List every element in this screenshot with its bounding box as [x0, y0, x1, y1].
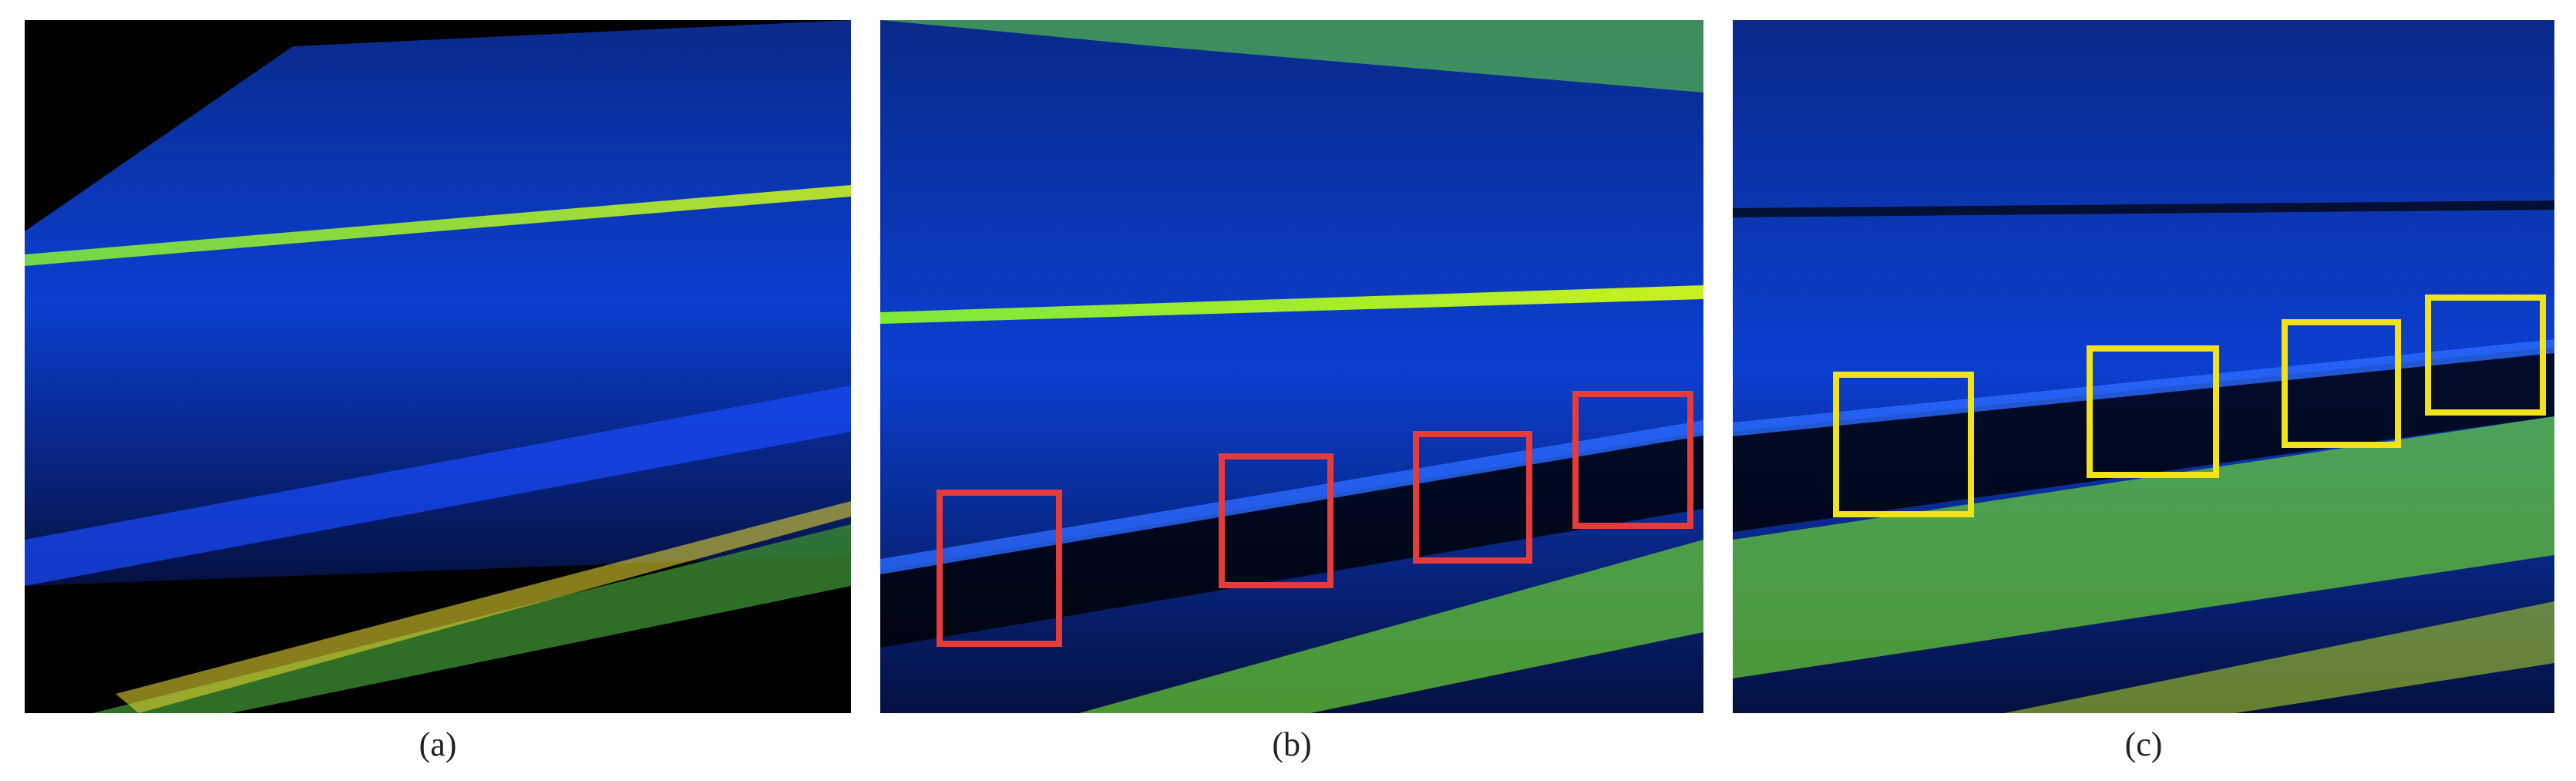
panel-label: (a): [419, 725, 457, 763]
panel-label: (b): [1272, 725, 1311, 763]
panel-c: [1733, 20, 2554, 713]
panel-b: [880, 20, 1703, 713]
panel-a: [25, 20, 851, 713]
panel-label: (c): [2125, 725, 2163, 763]
